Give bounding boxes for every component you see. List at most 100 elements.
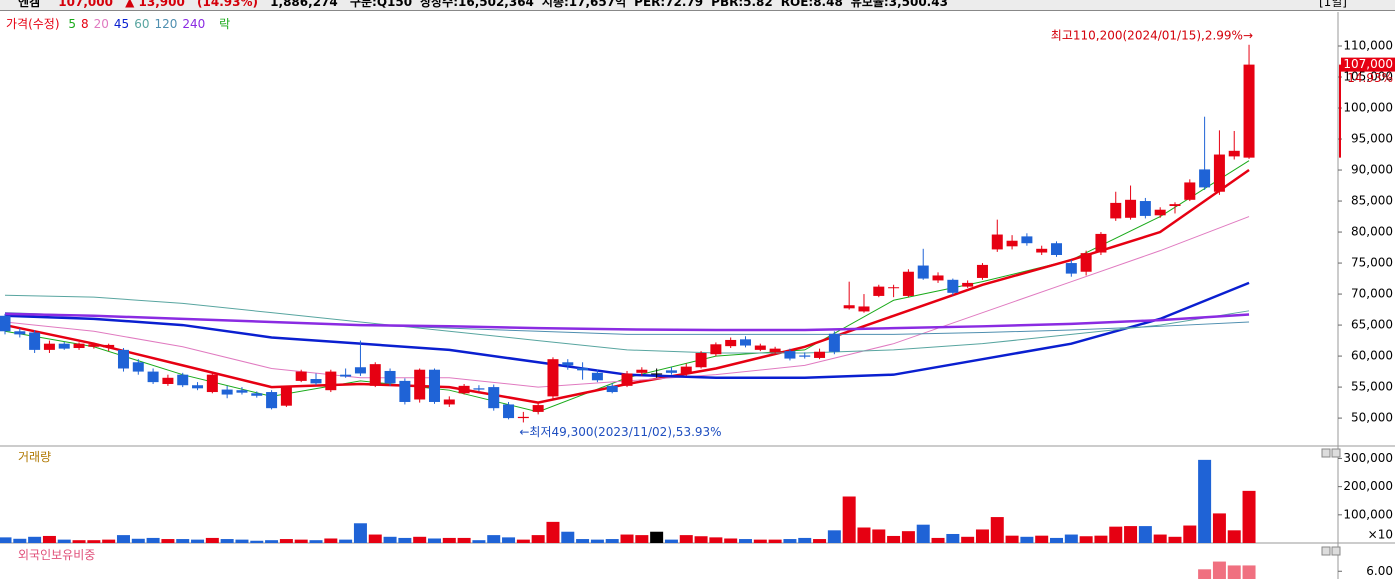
candle-body — [354, 367, 366, 374]
volume: 1,886,274 — [270, 0, 338, 9]
legend-entry: 240 — [182, 17, 206, 31]
bar — [605, 539, 619, 543]
bar — [887, 535, 901, 543]
candle-body — [858, 306, 870, 312]
bar — [442, 537, 456, 543]
y-tick-label: 85,000 — [1351, 194, 1393, 208]
legend-price: 가격(수정) — [6, 17, 60, 31]
candle-body — [221, 389, 233, 395]
bar — [13, 538, 27, 543]
bar — [1109, 526, 1123, 543]
bar — [1212, 513, 1226, 543]
bar — [427, 538, 441, 543]
candle-body — [621, 373, 633, 386]
bar — [502, 537, 516, 543]
header-item: PBR:5.82 — [711, 0, 773, 9]
header-item: 상장수:16,502,364 — [420, 0, 534, 9]
candle-body — [843, 305, 855, 309]
y-tick-label: 6.00 — [1366, 564, 1393, 578]
candle-body — [117, 349, 129, 369]
bar — [590, 539, 604, 543]
candle-body — [384, 370, 396, 384]
candle-body — [517, 416, 529, 419]
bar — [398, 537, 412, 543]
bar — [294, 539, 308, 543]
candle-body — [577, 367, 589, 371]
bar — [368, 534, 382, 543]
candle-body — [103, 344, 115, 348]
bar — [42, 535, 56, 543]
candle-body — [651, 373, 663, 375]
bar — [664, 539, 678, 543]
bar — [176, 539, 190, 543]
candle-body — [814, 351, 826, 358]
candle-body — [88, 344, 100, 347]
candle-body — [473, 388, 485, 390]
candle-body — [266, 392, 278, 409]
candle-body — [725, 339, 737, 347]
bar — [487, 535, 501, 543]
period-button[interactable]: [1일] — [1318, 0, 1347, 9]
bar — [931, 537, 945, 543]
legend-tail: 락 — [219, 17, 231, 31]
bar — [561, 531, 575, 543]
candle-body — [29, 332, 41, 350]
y-tick-label: 55,000 — [1351, 380, 1393, 394]
panel-button[interactable] — [1331, 448, 1341, 458]
candle-body — [503, 404, 515, 419]
bar — [1124, 526, 1138, 543]
bar — [0, 537, 12, 543]
candle-body — [147, 371, 159, 383]
candle-body — [488, 387, 500, 409]
candle-body — [236, 390, 248, 393]
header-item: 유보율:3,500.43 — [850, 0, 948, 9]
candle-body — [740, 339, 751, 346]
candle-body — [1065, 263, 1077, 274]
candle-body — [606, 385, 618, 393]
candle-body — [562, 362, 574, 366]
candle-body — [547, 359, 559, 397]
panel-button[interactable] — [1331, 546, 1341, 556]
bar — [635, 535, 649, 543]
candle-body — [784, 351, 796, 359]
volume-title: 거래량 — [18, 450, 52, 464]
legend: 가격(수정) 5 8 20 45 60 120 240 락 — [6, 15, 235, 32]
y-tick-label: 95,000 — [1351, 132, 1393, 146]
legend-entry: 20 — [93, 17, 109, 31]
bar — [265, 540, 279, 543]
candle-body — [1080, 253, 1092, 272]
candle-body — [665, 370, 677, 373]
candle-body — [1184, 182, 1196, 200]
ma-line — [4, 294, 1250, 354]
candle-body — [399, 380, 411, 402]
bar — [531, 535, 545, 543]
header-item: 시총:17,657억 — [541, 0, 627, 9]
bar — [102, 539, 116, 543]
bar — [324, 538, 338, 543]
y-tick-label: 75,000 — [1351, 256, 1393, 270]
candle-body — [1095, 233, 1107, 253]
y-tick-label: 70,000 — [1351, 287, 1393, 301]
panel-button[interactable] — [1321, 448, 1331, 458]
candle-body — [443, 399, 455, 405]
candle-body — [325, 371, 337, 391]
candle-body — [1036, 248, 1048, 253]
price: 107,000 — [58, 0, 113, 9]
bar — [309, 540, 323, 543]
bar — [1138, 526, 1152, 543]
bar — [975, 529, 989, 543]
bar — [1005, 535, 1019, 543]
candle-body — [280, 387, 292, 406]
candle-body — [1006, 240, 1018, 247]
y-tick-label: 65,000 — [1351, 318, 1393, 332]
candle-body — [799, 355, 811, 357]
bar — [339, 539, 353, 543]
bar — [220, 539, 234, 543]
candle-body — [695, 352, 707, 368]
candle-body — [636, 369, 648, 373]
panel-button[interactable] — [1321, 546, 1331, 556]
candle-body — [680, 366, 692, 374]
bar — [383, 536, 397, 543]
bar — [1020, 536, 1034, 543]
